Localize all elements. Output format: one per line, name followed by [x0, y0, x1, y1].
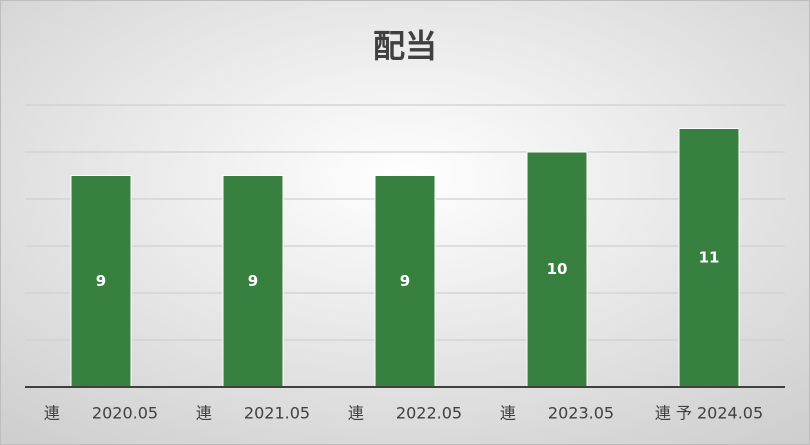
bar	[70, 175, 132, 388]
data-label: 9	[248, 272, 258, 290]
x-tick-label: 連 2022.05	[348, 404, 462, 423]
x-tick-label: 連 2020.05	[44, 404, 158, 423]
data-label: 11	[699, 248, 720, 266]
data-label: 9	[400, 272, 410, 290]
bar	[222, 175, 284, 388]
x-tick-label: 連 予 2024.05	[655, 404, 763, 423]
x-tick-label: 連 2021.05	[196, 404, 310, 423]
x-tick-label: 連 2023.05	[500, 404, 614, 423]
data-label: 10	[547, 260, 568, 278]
bar	[526, 151, 588, 388]
chart-title: 配当	[373, 27, 437, 65]
bar	[678, 128, 740, 388]
bar	[374, 175, 436, 388]
data-label: 9	[96, 272, 106, 290]
